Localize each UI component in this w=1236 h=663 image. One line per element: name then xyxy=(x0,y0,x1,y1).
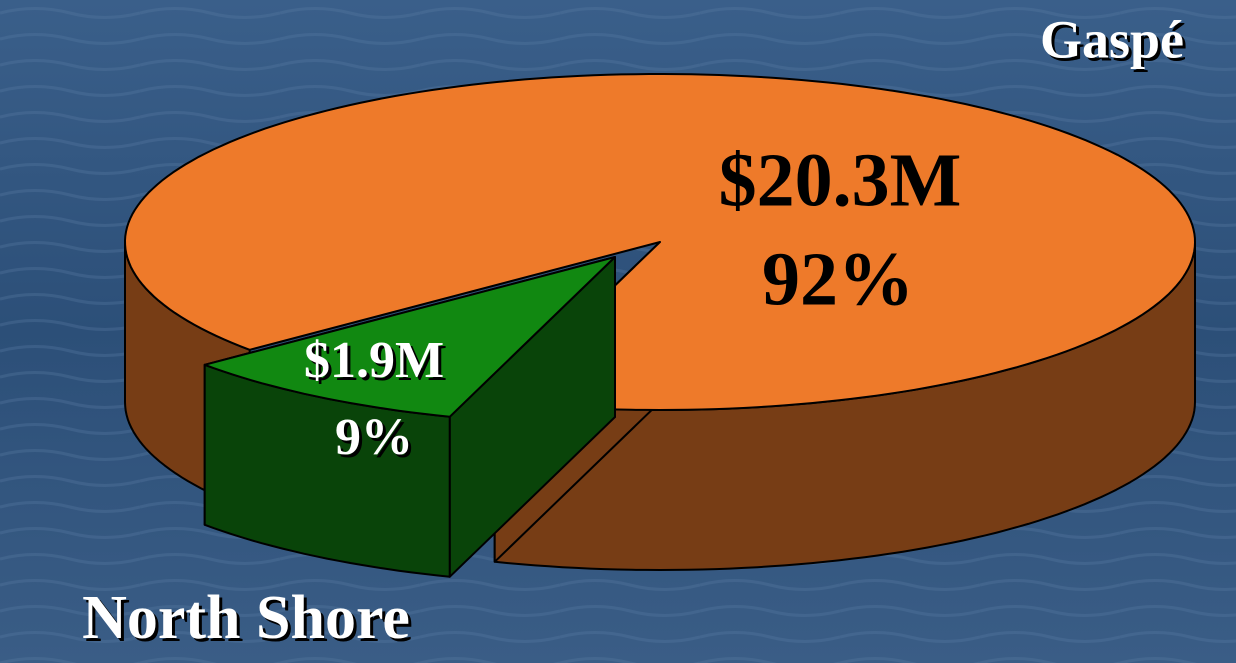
category-label: North Shore xyxy=(82,584,410,652)
amount-label: $20.3M xyxy=(719,138,962,222)
value-label: 92% xyxy=(762,237,914,321)
slice xyxy=(124,73,1196,411)
value-label: 9% xyxy=(335,409,413,466)
amount-label: $1.9M xyxy=(304,332,444,389)
pie xyxy=(124,73,1196,578)
slice xyxy=(203,256,616,418)
category-label: Gaspé xyxy=(1040,9,1184,69)
